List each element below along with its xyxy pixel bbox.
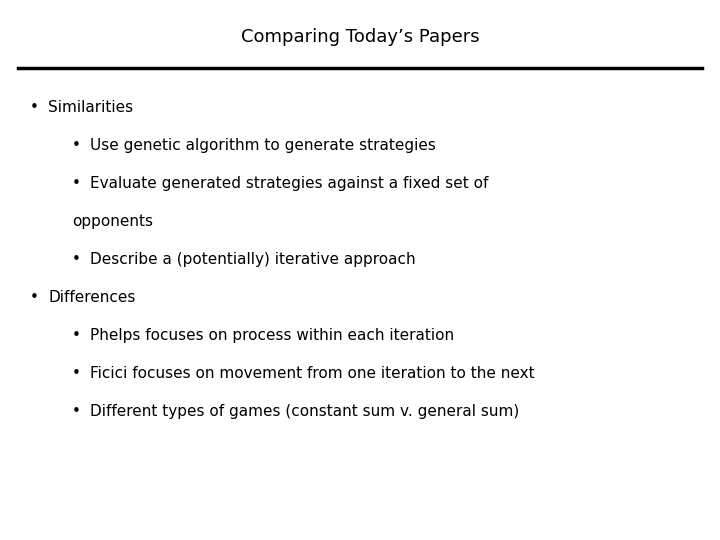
Text: Ficici focuses on movement from one iteration to the next: Ficici focuses on movement from one iter… bbox=[90, 366, 535, 381]
Text: opponents: opponents bbox=[72, 214, 153, 229]
Text: Use genetic algorithm to generate strategies: Use genetic algorithm to generate strate… bbox=[90, 138, 436, 153]
Text: Different types of games (constant sum v. general sum): Different types of games (constant sum v… bbox=[90, 404, 519, 419]
Text: Similarities: Similarities bbox=[48, 100, 133, 115]
Text: •: • bbox=[72, 176, 81, 191]
Text: •: • bbox=[72, 328, 81, 343]
Text: Phelps focuses on process within each iteration: Phelps focuses on process within each it… bbox=[90, 328, 454, 343]
Text: •: • bbox=[72, 252, 81, 267]
Text: Evaluate generated strategies against a fixed set of: Evaluate generated strategies against a … bbox=[90, 176, 488, 191]
Text: Differences: Differences bbox=[48, 290, 135, 305]
Text: Comparing Today’s Papers: Comparing Today’s Papers bbox=[240, 28, 480, 46]
Text: •: • bbox=[30, 100, 39, 115]
Text: Describe a (potentially) iterative approach: Describe a (potentially) iterative appro… bbox=[90, 252, 415, 267]
Text: •: • bbox=[30, 290, 39, 305]
Text: •: • bbox=[72, 366, 81, 381]
Text: •: • bbox=[72, 404, 81, 419]
Text: •: • bbox=[72, 138, 81, 153]
